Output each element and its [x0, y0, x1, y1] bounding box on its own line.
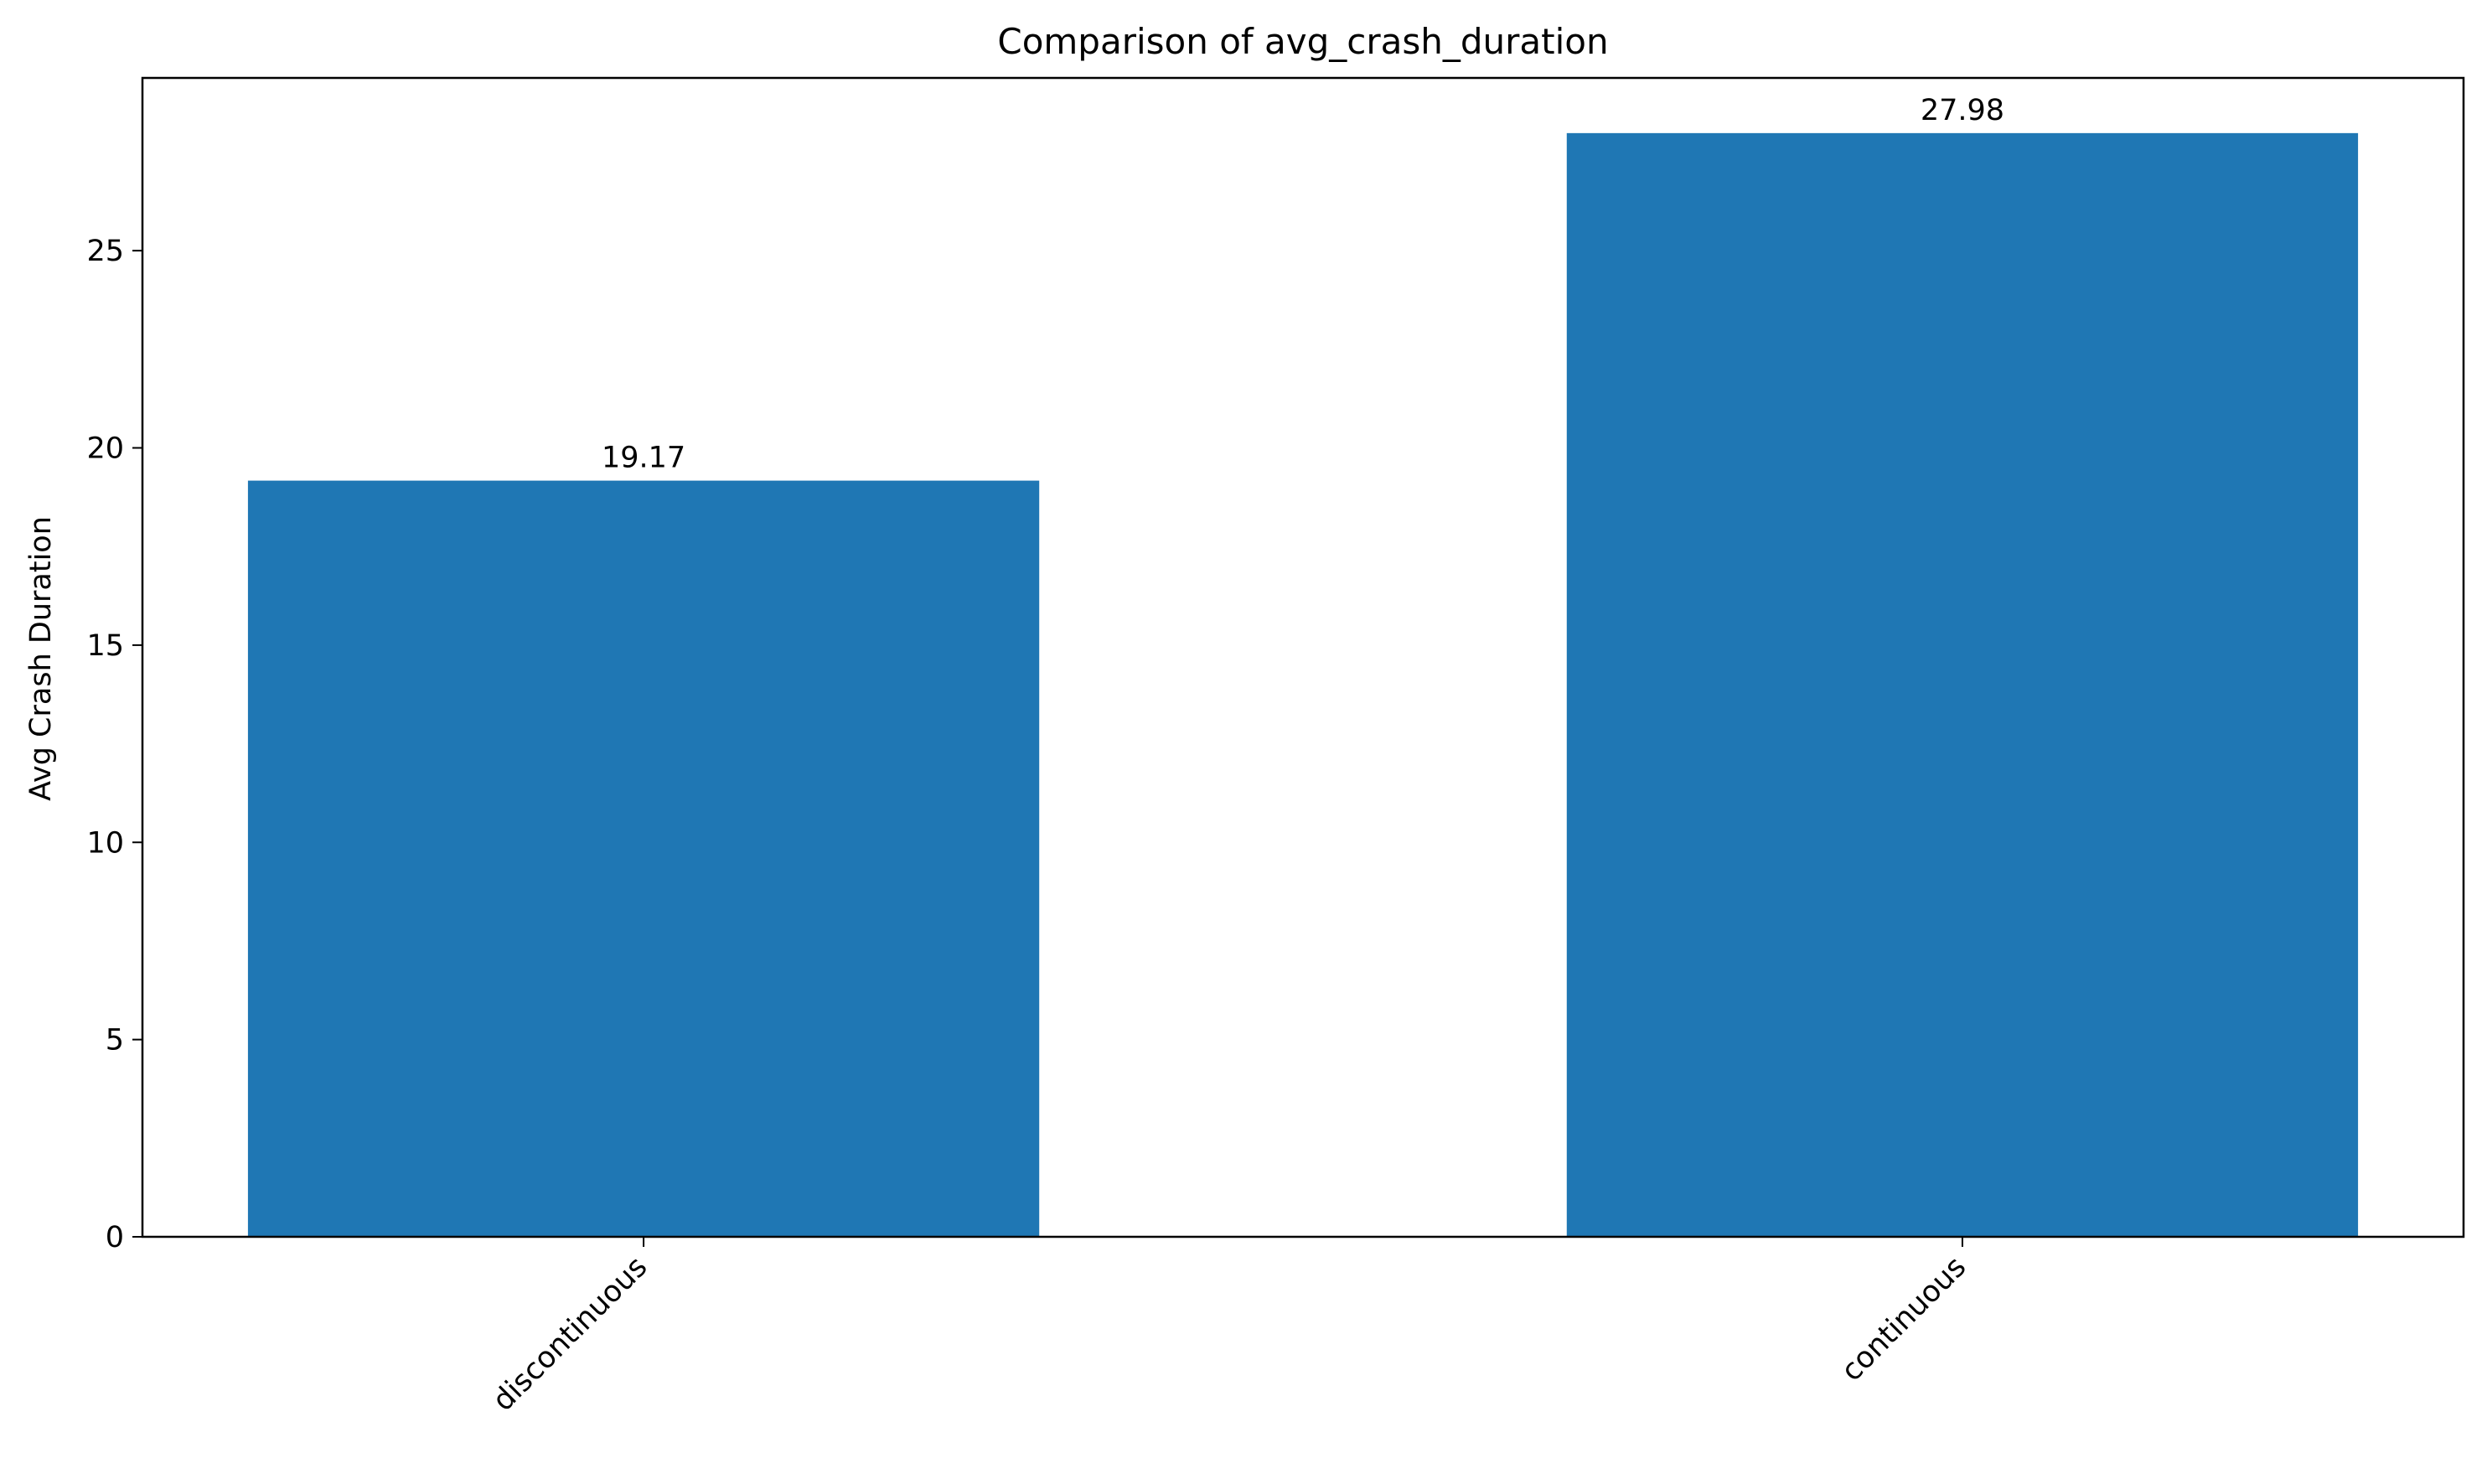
y-tick-label: 25	[86, 235, 124, 268]
chart-title: Comparison of avg_crash_duration	[997, 21, 1608, 62]
plot-area-frame	[141, 76, 2465, 1238]
bar-discontinuous	[247, 480, 1040, 1237]
y-tick-label: 5	[106, 1024, 124, 1057]
bar-value-labels: 19.17 27.98	[602, 94, 2004, 475]
bars	[247, 132, 2359, 1237]
y-tick-label: 0	[106, 1221, 124, 1254]
y-tick-label: 20	[86, 432, 124, 466]
x-tick-label: continuous	[1835, 1250, 1973, 1388]
y-axis-ticks: 0 5 10 15 20 25	[86, 235, 142, 1254]
bar-value-label: 19.17	[602, 442, 685, 475]
y-tick-label: 15	[86, 629, 124, 663]
y-axis-label: Avg Crash Duration	[24, 516, 58, 801]
bar-continuous	[1566, 132, 2359, 1237]
x-tick-label: discontinuous	[487, 1250, 654, 1418]
y-tick-label: 10	[86, 826, 124, 860]
bar-value-label: 27.98	[1921, 94, 2004, 127]
x-axis-ticks: discontinuous continuous	[487, 1237, 1973, 1418]
